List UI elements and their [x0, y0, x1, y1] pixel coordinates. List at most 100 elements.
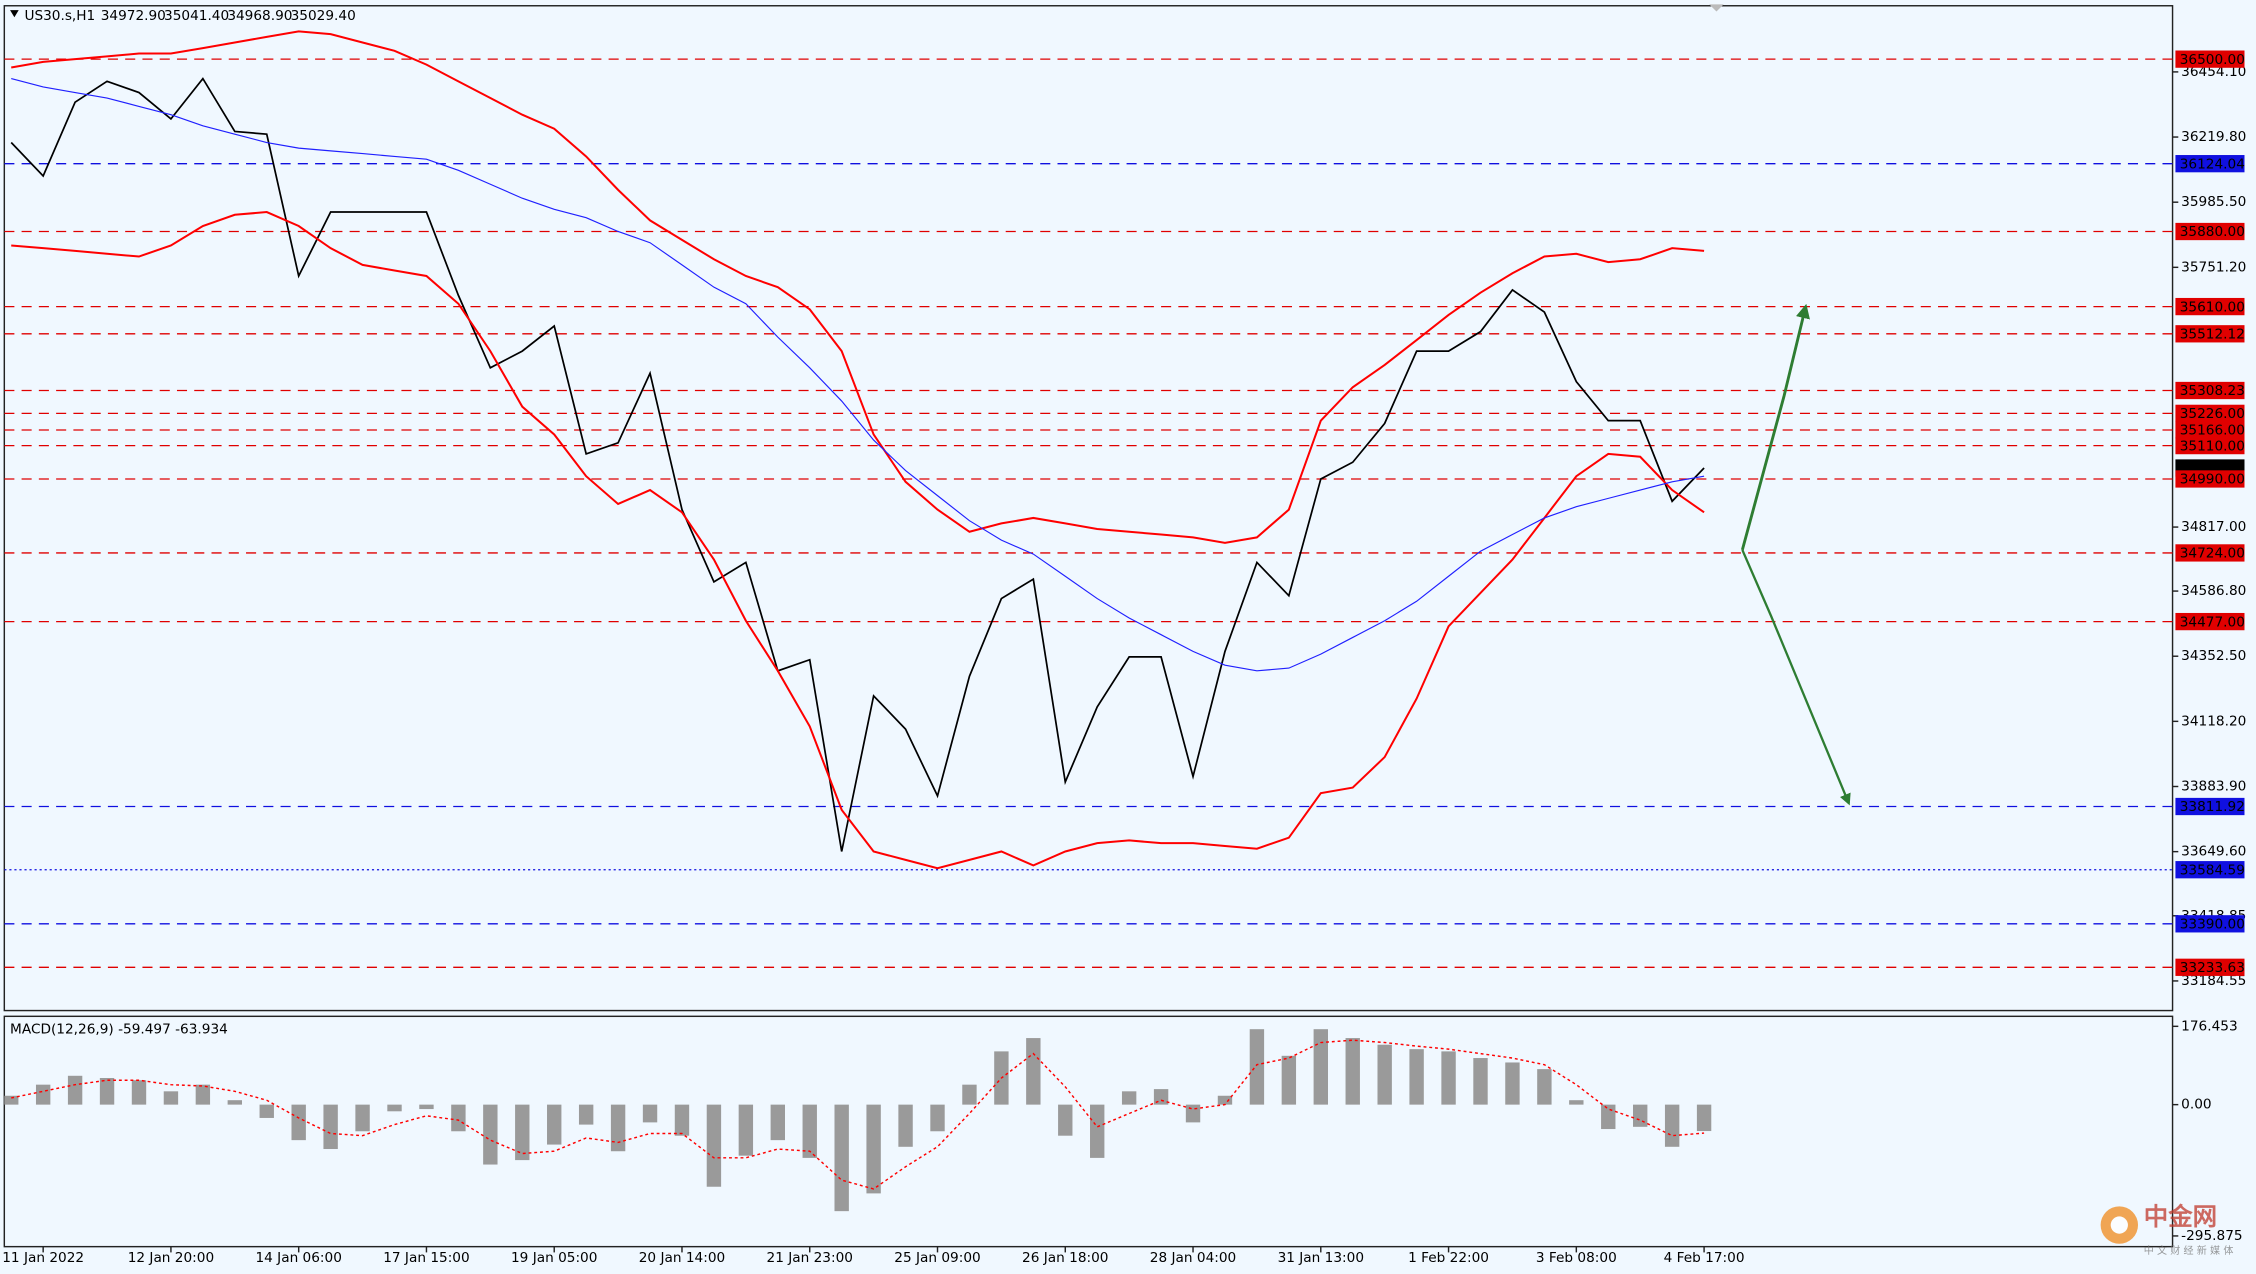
header-open: 34972.90: [101, 8, 166, 24]
price-tag-label: 36124.04: [2180, 156, 2245, 172]
price-tag: [2175, 612, 2245, 631]
y-tick-label: 34817.00: [2181, 519, 2246, 535]
macd-bar: [1601, 1104, 1616, 1130]
macd-bar: [770, 1104, 785, 1141]
x-tick-label: 12 Jan 20:00: [128, 1250, 214, 1266]
price-line: [10, 77, 1705, 852]
macd-bar: [1281, 1055, 1297, 1105]
macd-bar: [1121, 1091, 1137, 1105]
y-tick-label: 34118.20: [2181, 713, 2246, 729]
price-tag: [2175, 436, 2245, 455]
price-tag-label: 33233.63: [2180, 960, 2245, 976]
x-tick-label: 11 Jan 2022: [2, 1250, 84, 1266]
price-tag-label: 35226.00: [2180, 406, 2245, 422]
x-tick-label: 14 Jan 06:00: [255, 1250, 341, 1266]
main-frame: [3, 5, 2174, 1012]
y-tick-label: 33184.55: [2181, 973, 2246, 989]
macd-bar: [578, 1104, 594, 1125]
price-tag: [2175, 915, 2245, 933]
symbol-title: US30.s,H1: [24, 8, 95, 24]
macd-plot: [4, 1029, 1712, 1212]
macd-bar: [1153, 1089, 1169, 1105]
y-tick-label: 33649.60: [2181, 844, 2246, 860]
watermark-logo-inner: [2110, 1216, 2128, 1234]
price-tag-label: 34477.00: [2180, 614, 2245, 630]
price-tag: [2175, 381, 2245, 400]
price-tag: [2175, 797, 2245, 816]
watermark-brand: 中金网: [2144, 1202, 2217, 1231]
macd-bar: [99, 1078, 115, 1105]
price-tag-label: 35512.12: [2180, 327, 2245, 343]
price-tag: [2175, 544, 2245, 562]
macd-bar: [323, 1104, 338, 1150]
y-tick-label: 34352.50: [2181, 648, 2246, 664]
price-tag-label: 33584.59: [2180, 862, 2245, 878]
x-tick-label: 1 Feb 22:00: [1408, 1250, 1489, 1266]
price-tag: [2175, 325, 2245, 343]
indicator-line: [11, 78, 1705, 672]
price-tag: [2175, 50, 2245, 68]
macd-bar: [4, 1095, 19, 1105]
y-tick-label: 35751.20: [2181, 259, 2246, 275]
price-tag-label: 35308.23: [2180, 383, 2245, 399]
price-tag-label: 35610.00: [2180, 299, 2245, 315]
macd-bar: [610, 1104, 626, 1152]
watermark-slogan: 中 文 财 经 新 媒 体: [2144, 1244, 2234, 1257]
price-tag-label: 35110.00: [2180, 438, 2245, 454]
price-tag: [2175, 470, 2245, 488]
x-tick-label: 26 Jan 18:00: [1022, 1250, 1108, 1266]
price-tag-label: 34990.00: [2180, 472, 2245, 488]
macd-frame: [3, 1015, 2174, 1248]
price-tag: [2175, 155, 2245, 173]
y-tick-label: 34586.80: [2181, 583, 2246, 599]
macd-bar: [547, 1104, 562, 1145]
macd-bar: [195, 1084, 211, 1105]
macd-bar: [802, 1104, 817, 1158]
macd-bar: [1409, 1049, 1424, 1105]
macd-bar: [1345, 1038, 1360, 1105]
x-tick-label: 17 Jan 15:00: [383, 1250, 469, 1266]
x-tick-label: 21 Jan 23:00: [767, 1250, 853, 1266]
x-tick-label: 25 Jan 09:00: [894, 1250, 980, 1266]
macd-bar: [355, 1104, 370, 1132]
y-tick-label: 36219.80: [2181, 129, 2246, 145]
macd-bar: [1441, 1051, 1456, 1105]
x-tick-label: 4 Feb 17:00: [1664, 1250, 1745, 1266]
price-tag: [2175, 421, 2245, 439]
macd-bar: [1185, 1104, 1201, 1123]
x-tick-label: 28 Jan 04:00: [1150, 1250, 1236, 1266]
indicator-line: [11, 211, 1705, 870]
macd-bar: [163, 1091, 179, 1105]
scroll-marker: [1709, 4, 1724, 12]
macd-bar: [962, 1084, 977, 1105]
x-tick-label: 19 Jan 05:00: [511, 1250, 597, 1266]
macd-bar: [1217, 1095, 1233, 1105]
macd-bar: [1377, 1044, 1392, 1105]
macd-bar: [1633, 1104, 1648, 1127]
price-tag-label: 35880.00: [2180, 224, 2245, 240]
macd-bar: [67, 1075, 83, 1105]
arrow-down: [1741, 549, 1851, 806]
macd-bar: [834, 1104, 849, 1212]
watermark: 中金网 中 文 财 经 新 媒 体: [2100, 1202, 2234, 1257]
macd-bar: [483, 1104, 498, 1165]
macd-title: MACD(12,26,9) -59.497 -63.934: [10, 1021, 228, 1037]
macd-bar: [227, 1100, 243, 1105]
macd-bar: [451, 1104, 466, 1132]
macd-bar: [1058, 1104, 1073, 1136]
macd-bar: [1696, 1104, 1712, 1132]
macd-bar: [35, 1084, 51, 1105]
macd-bar: [1090, 1104, 1105, 1158]
macd-bar: [1473, 1058, 1488, 1105]
price-tag: [2175, 404, 2245, 422]
macd-bar: [1537, 1069, 1552, 1105]
axes: 36454.10 36219.80 35985.50 35751.20 34817.00…: [2, 50, 2246, 1266]
price-tag: [2175, 297, 2245, 316]
price-tag: [2175, 861, 2245, 879]
macd-bar: [930, 1104, 945, 1132]
price-tag-label: 33390.00: [2180, 917, 2245, 933]
y-tick-label: -295.875: [2181, 1228, 2242, 1244]
y-tick-label: 36454.10: [2181, 64, 2246, 80]
